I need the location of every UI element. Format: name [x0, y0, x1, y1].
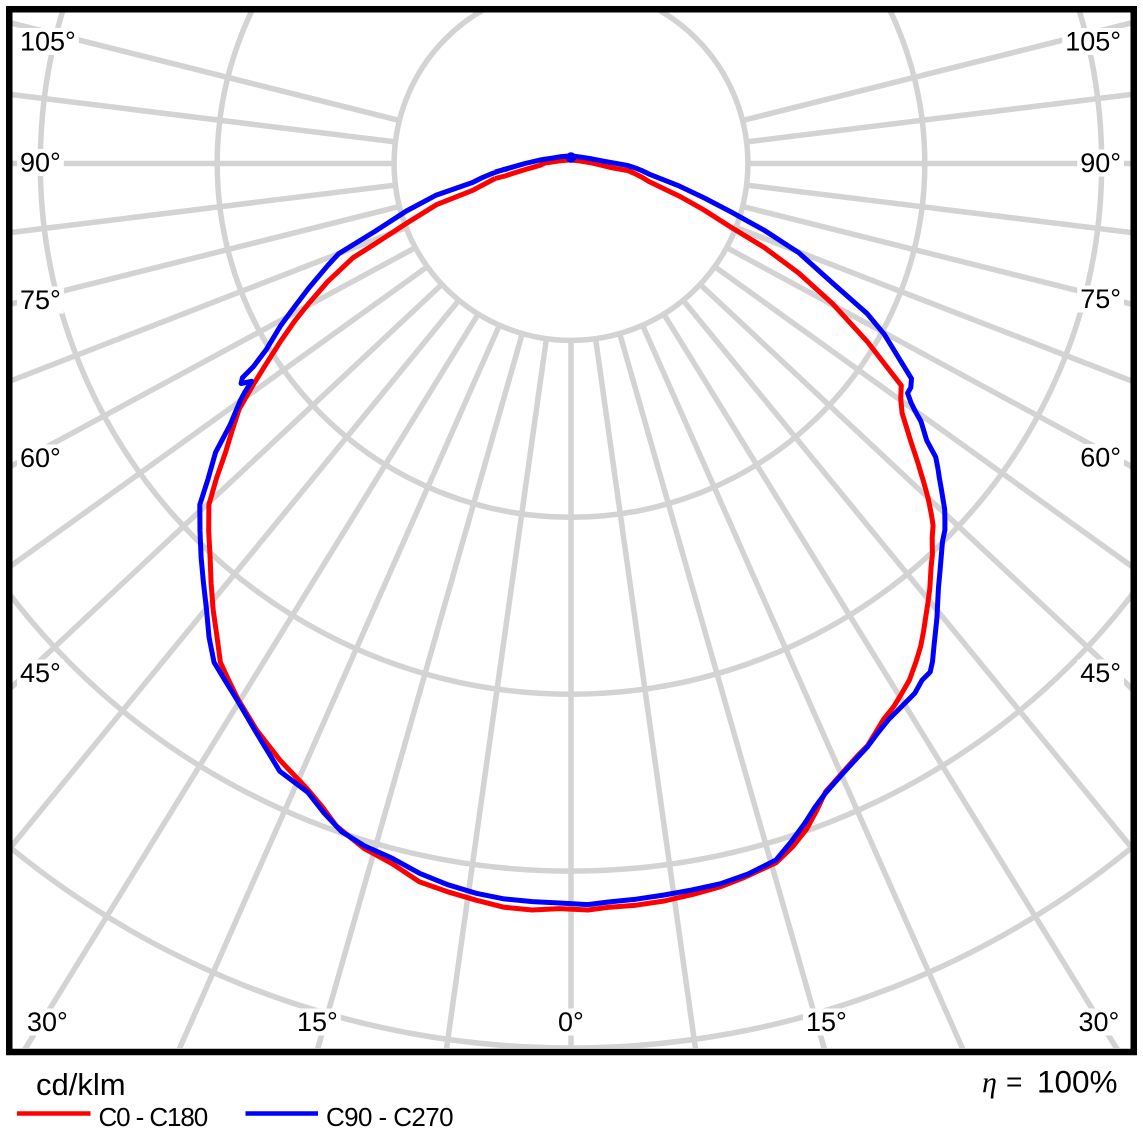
svg-text:=: = [1006, 1066, 1022, 1097]
svg-text:90°: 90° [1080, 148, 1121, 178]
svg-text:45°: 45° [20, 658, 61, 688]
svg-text:cd/klm: cd/klm [36, 1067, 126, 1102]
svg-text:75°: 75° [20, 285, 61, 315]
svg-text:15°: 15° [806, 1007, 847, 1037]
svg-text:C90 - C270: C90 - C270 [326, 1102, 453, 1132]
svg-text:105°: 105° [1065, 27, 1121, 57]
svg-text:60°: 60° [20, 443, 61, 473]
svg-text:0°: 0° [558, 1007, 584, 1037]
svg-text:45°: 45° [1080, 658, 1121, 688]
svg-text:90°: 90° [20, 148, 61, 178]
svg-text:C0 - C180: C0 - C180 [99, 1102, 208, 1132]
svg-text:105°: 105° [20, 27, 76, 57]
svg-text:15°: 15° [297, 1007, 338, 1037]
svg-text:75°: 75° [1080, 284, 1121, 314]
svg-text:100%: 100% [1037, 1064, 1118, 1100]
svg-text:60°: 60° [1080, 443, 1121, 473]
svg-text:η: η [982, 1066, 997, 1099]
svg-text:30°: 30° [27, 1007, 68, 1037]
svg-text:30°: 30° [1079, 1007, 1120, 1037]
